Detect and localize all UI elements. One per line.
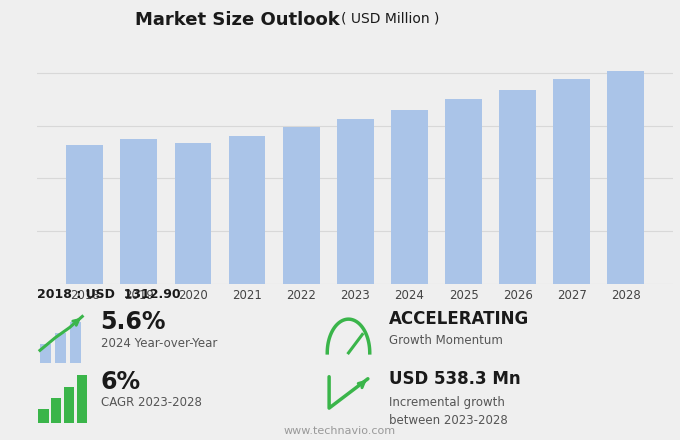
Text: 2024 Year-over-Year: 2024 Year-over-Year: [101, 337, 217, 350]
Bar: [64, 387, 74, 423]
Bar: [38, 409, 49, 423]
Bar: [77, 375, 87, 423]
Text: Growth Momentum: Growth Momentum: [389, 334, 503, 348]
Bar: [228, 136, 265, 284]
Bar: [554, 79, 590, 284]
Bar: [607, 71, 645, 284]
Bar: [283, 127, 320, 284]
Text: 5.6%: 5.6%: [101, 310, 166, 334]
Bar: [337, 119, 374, 284]
Bar: [175, 143, 211, 284]
Text: ( USD Million ): ( USD Million ): [341, 11, 440, 25]
Text: www.technavio.com: www.technavio.com: [284, 425, 396, 436]
Bar: [391, 110, 428, 284]
Bar: [445, 99, 482, 284]
Bar: [499, 90, 536, 284]
Text: 2018 : USD  1312.90: 2018 : USD 1312.90: [37, 288, 181, 301]
Bar: [51, 398, 61, 423]
Text: Market Size Outlook: Market Size Outlook: [135, 11, 340, 29]
Text: ACCELERATING: ACCELERATING: [389, 310, 529, 328]
Text: USD 538.3 Mn: USD 538.3 Mn: [389, 370, 521, 389]
Text: Incremental growth
between 2023-2028: Incremental growth between 2023-2028: [389, 396, 508, 427]
Bar: [120, 139, 157, 284]
Bar: [66, 145, 103, 284]
Text: 6%: 6%: [101, 370, 141, 395]
Text: CAGR 2023-2028: CAGR 2023-2028: [101, 396, 201, 409]
